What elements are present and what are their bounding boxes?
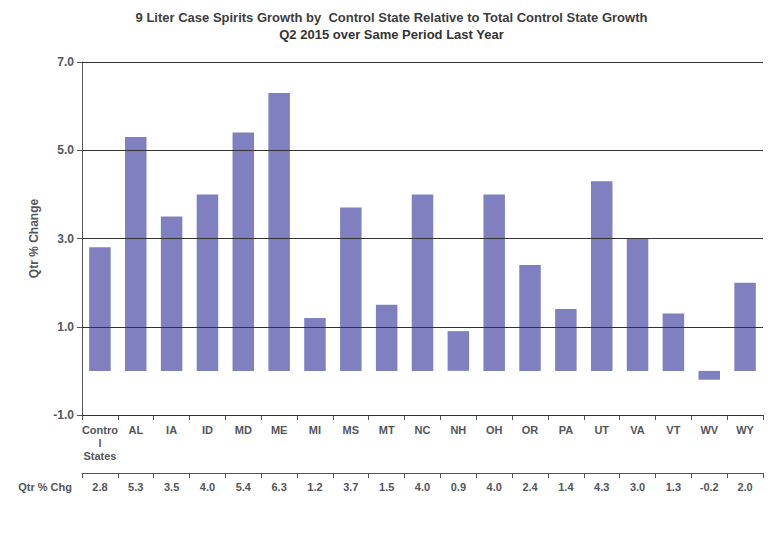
svg-text:ID: ID bbox=[202, 424, 213, 436]
svg-text:Qtr % Chg: Qtr % Chg bbox=[18, 481, 72, 493]
svg-text:0.9: 0.9 bbox=[451, 481, 466, 493]
svg-text:2.0: 2.0 bbox=[737, 481, 752, 493]
svg-text:3.0: 3.0 bbox=[57, 232, 74, 246]
svg-text:AL: AL bbox=[128, 424, 143, 436]
svg-text:4.0: 4.0 bbox=[415, 481, 430, 493]
svg-text:MT: MT bbox=[379, 424, 395, 436]
svg-text:1.4: 1.4 bbox=[558, 481, 574, 493]
svg-text:VA: VA bbox=[630, 424, 645, 436]
svg-text:VT: VT bbox=[666, 424, 680, 436]
svg-text:7.0: 7.0 bbox=[57, 55, 74, 69]
svg-text:2.4: 2.4 bbox=[522, 481, 538, 493]
svg-text:3.0: 3.0 bbox=[630, 481, 645, 493]
svg-text:UT: UT bbox=[594, 424, 609, 436]
svg-text:IA: IA bbox=[166, 424, 177, 436]
svg-text:1.3: 1.3 bbox=[666, 481, 681, 493]
svg-text:Contro: Contro bbox=[82, 424, 118, 436]
svg-text:1.0: 1.0 bbox=[57, 320, 74, 334]
svg-text:-0.2: -0.2 bbox=[700, 481, 719, 493]
svg-text:OH: OH bbox=[486, 424, 503, 436]
svg-text:MD: MD bbox=[235, 424, 252, 436]
svg-text:9 Liter Case Spirits Growth by: 9 Liter Case Spirits Growth by Control S… bbox=[136, 10, 648, 25]
svg-text:6.3: 6.3 bbox=[271, 481, 286, 493]
svg-text:Qtr % Change: Qtr % Change bbox=[27, 199, 41, 279]
svg-text:PA: PA bbox=[559, 424, 574, 436]
svg-text:l: l bbox=[98, 437, 101, 449]
svg-text:NH: NH bbox=[450, 424, 466, 436]
svg-text:5.0: 5.0 bbox=[57, 143, 74, 157]
svg-text:3.7: 3.7 bbox=[343, 481, 358, 493]
svg-text:-1.0: -1.0 bbox=[53, 408, 74, 422]
svg-text:MS: MS bbox=[343, 424, 360, 436]
svg-text:4.3: 4.3 bbox=[594, 481, 609, 493]
svg-text:1.2: 1.2 bbox=[307, 481, 322, 493]
svg-text:WY: WY bbox=[736, 424, 754, 436]
svg-text:WV: WV bbox=[700, 424, 718, 436]
svg-text:States: States bbox=[83, 450, 116, 462]
svg-text:Q2 2015 over Same Period Last: Q2 2015 over Same Period Last Year bbox=[279, 27, 504, 42]
svg-text:4.0: 4.0 bbox=[487, 481, 502, 493]
svg-text:ME: ME bbox=[271, 424, 288, 436]
svg-text:5.3: 5.3 bbox=[128, 481, 143, 493]
svg-text:OR: OR bbox=[522, 424, 539, 436]
svg-text:4.0: 4.0 bbox=[200, 481, 215, 493]
svg-text:NC: NC bbox=[415, 424, 431, 436]
svg-text:MI: MI bbox=[309, 424, 321, 436]
svg-text:3.5: 3.5 bbox=[164, 481, 179, 493]
svg-text:1.5: 1.5 bbox=[379, 481, 394, 493]
svg-text:5.4: 5.4 bbox=[236, 481, 252, 493]
svg-text:2.8: 2.8 bbox=[92, 481, 107, 493]
